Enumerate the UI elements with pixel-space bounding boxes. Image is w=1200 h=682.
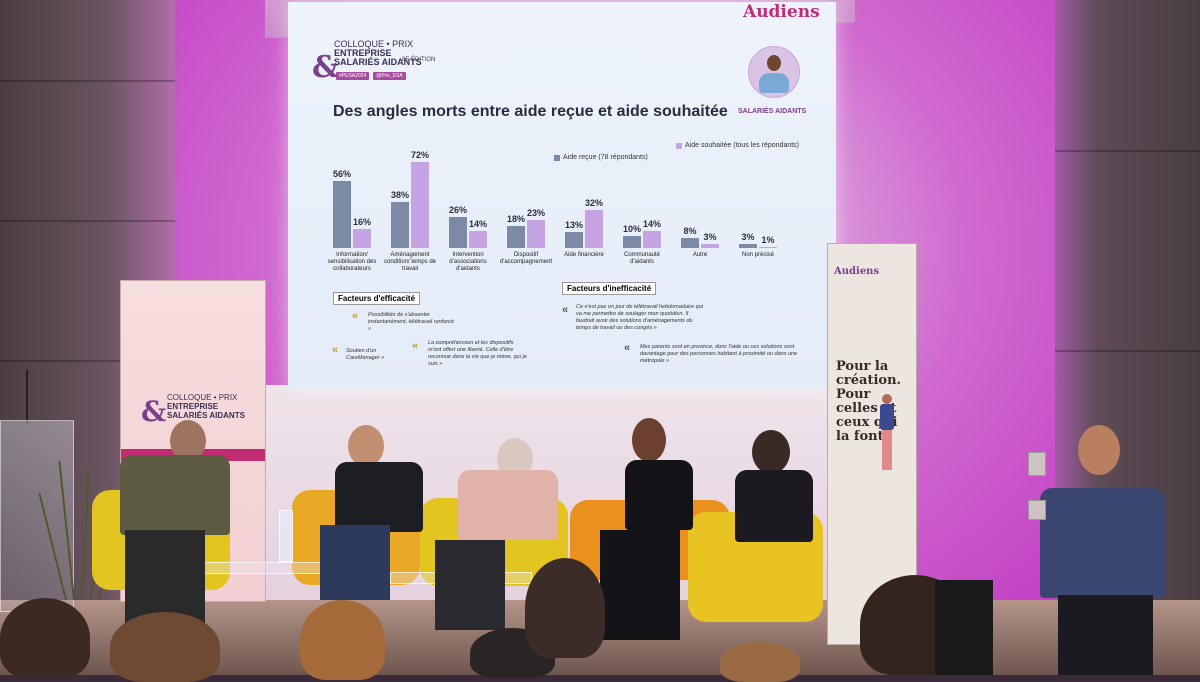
bar-value-label-desired: 14% [642, 219, 661, 230]
efficacy-title: Facteurs d'efficacité [333, 292, 421, 305]
quote-icon: « [412, 340, 419, 352]
twitter-tag: @Prix_ESA [373, 72, 406, 80]
banner-figure-illustration [876, 394, 898, 474]
bar-desired [469, 231, 487, 248]
bar-received [623, 236, 641, 248]
inefficacy-title: Facteurs d'inefficacité [562, 282, 657, 295]
category-label: Intervention d'associations d'aidants [449, 252, 487, 272]
category-label: Autre [692, 252, 708, 258]
event-line-2: ENTREPRISE [334, 48, 392, 58]
audience-member [0, 598, 90, 678]
avatar-label: SALARIÉS AIDANTS [738, 108, 807, 115]
legend-received-label: Aide reçue (78 répondants) [563, 154, 648, 161]
bar-desired [585, 209, 603, 248]
banner-ampersand-logo: & [141, 395, 167, 428]
bar-value-label-desired: 32% [584, 197, 603, 208]
glass-side-table [185, 562, 337, 574]
bar-received [565, 232, 583, 248]
legend-received: Aide reçue (78 répondants) [554, 154, 648, 161]
bar-desired [527, 220, 545, 248]
banner-line-2: ENTREPRISE [167, 402, 219, 411]
hashtag-tag: #PESA2024 [336, 72, 370, 80]
category-label: Communauté d'aidants [623, 252, 661, 265]
legend-desired: Aide souhaitée (tous les répondants) [676, 142, 799, 149]
bar-received [507, 226, 525, 248]
bar-value-label-received: 10% [622, 224, 641, 234]
legend-swatch-received [554, 154, 560, 161]
bar-value-label-received: 13% [564, 220, 583, 231]
bar-value-label-received: 3% [741, 232, 755, 243]
bar-desired [643, 231, 661, 248]
quote-efficacy-3: La compréhension et les dispositifs m'on… [428, 340, 527, 367]
bar-value-label-received: 38% [390, 190, 409, 201]
bar-desired [759, 246, 777, 248]
quote-efficacy-1: Possibilités de s'absenter instantanémen… [368, 312, 454, 332]
quote-icon: « [332, 344, 339, 356]
bar-value-label-received: 8% [683, 226, 697, 237]
bar-chart: 56% 16% Information/ sensibilisation des c… [328, 142, 803, 292]
bar-value-label-desired: 3% [703, 232, 717, 243]
wall-socket [1028, 500, 1046, 520]
bar-desired [701, 244, 719, 248]
water-bottle [279, 510, 293, 562]
event-line-1: COLLOQUE • PRIX [334, 39, 414, 49]
audience-member [720, 642, 800, 682]
legend-desired-label: Aide souhaitée (tous les répondants) [685, 142, 800, 149]
bar-desired [411, 161, 429, 248]
category-label: Aménagement condition/ temps de travail [383, 252, 437, 272]
bar-value-label-received: 26% [448, 204, 467, 215]
bar-value-label-desired: 72% [410, 149, 429, 160]
quote-inefficacy-1: Ce n'est pas un jour de télétravail hebd… [576, 304, 704, 331]
bar-value-label-received: 56% [332, 168, 351, 179]
bar-received [391, 202, 409, 248]
banner-line-3: SALARIÉS AIDANTS [167, 411, 245, 420]
slide-title: Des angles morts entre aide reçue et aid… [333, 103, 728, 120]
bar-desired [353, 228, 371, 248]
bar-received [333, 180, 351, 248]
stage-speaker [935, 580, 993, 675]
bar-value-label-desired: 1% [761, 234, 775, 245]
event-edition: 8E ÉDITION [402, 57, 436, 63]
category-label: Information/ sensibilisation des collabo… [327, 252, 377, 272]
quote-icon: « [562, 304, 569, 316]
bar-value-label-desired: 14% [468, 219, 487, 230]
quote-efficacy-2: Soutien d'un CareManager » [346, 348, 385, 361]
projection-screen: & COLLOQUE • PRIX ENTREPRISE SALARIÉS AI… [288, 2, 836, 390]
legend-swatch-desired [676, 142, 682, 149]
podium-microphone-icon [26, 370, 28, 425]
audience-member [525, 558, 605, 658]
audiens-logo: Audiens [743, 2, 820, 22]
event-line-3: SALARIÉS AIDANTS [334, 57, 422, 67]
caregiver-avatar-icon [748, 46, 800, 98]
banner-brand: Audiens [834, 266, 880, 277]
quote-icon: « [352, 310, 359, 322]
category-label: Aide financière [564, 252, 604, 258]
quote-icon: « [624, 342, 631, 354]
bar-value-label-desired: 16% [352, 216, 371, 227]
audience-member [300, 600, 385, 680]
event-tags: #PESA2024 @Prix_ESA [336, 72, 406, 80]
banner-text: COLLOQUE • PRIX ENTREPRISE SALARIÉS AIDA… [167, 393, 245, 420]
event-logo-ampersand: & [312, 50, 340, 85]
bar-value-label-desired: 23% [526, 208, 545, 219]
wall-socket [1028, 452, 1046, 476]
bar-received [449, 216, 467, 248]
event-logo-text: COLLOQUE • PRIX ENTREPRISE SALARIÉS AIDA… [334, 40, 422, 67]
category-label: Dispositif d'accompagnement [499, 252, 553, 265]
bar-value-label-received: 18% [506, 214, 525, 225]
banner-line-1: COLLOQUE • PRIX [167, 393, 238, 402]
bar-received [739, 244, 757, 248]
category-label: Non précisé [741, 252, 774, 258]
quote-inefficacy-2: Mes parents sont en province, donc l'aid… [640, 344, 798, 364]
audience-member [110, 612, 220, 682]
bar-received [681, 238, 699, 248]
